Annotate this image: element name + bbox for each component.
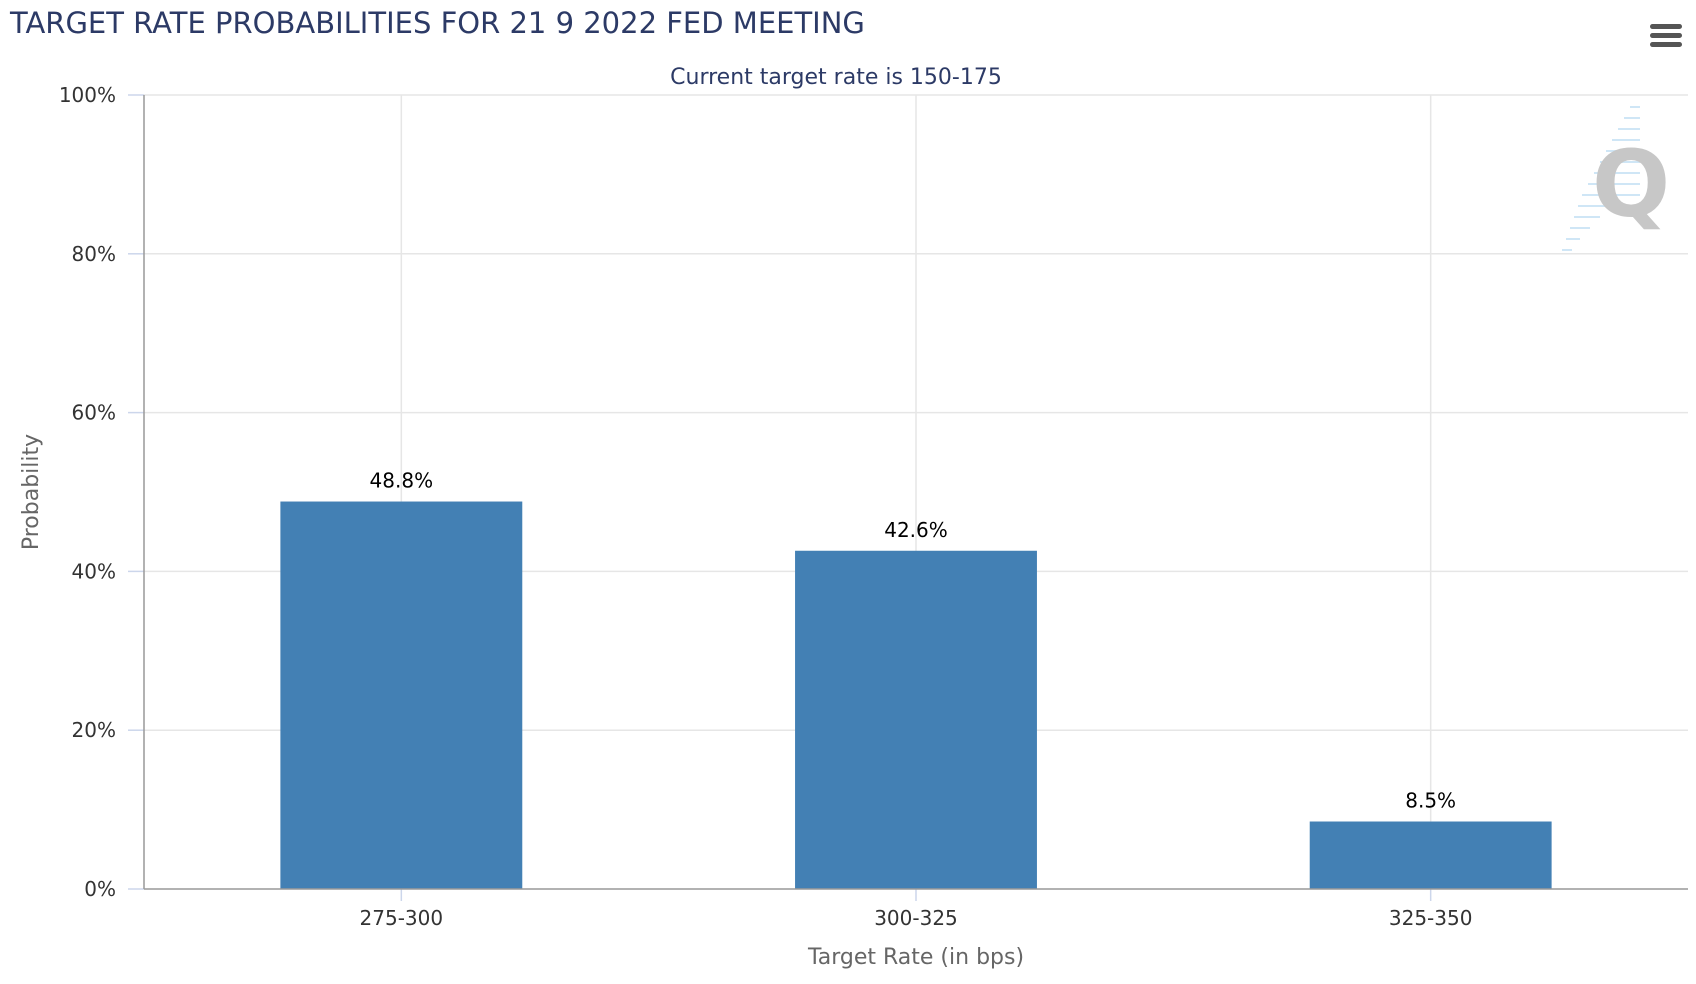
menu-line: [1650, 24, 1682, 29]
data-label: 42.6%: [884, 518, 948, 542]
quikstrike-logo-icon: Q: [1562, 106, 1670, 251]
y-tick-label: 0%: [84, 877, 116, 901]
x-tick-label: 275-300: [360, 906, 444, 930]
x-tick-label: 300-325: [874, 906, 958, 930]
menu-line: [1650, 33, 1682, 38]
y-tick-label: 40%: [72, 559, 116, 583]
x-axis-title: Target Rate (in bps): [807, 945, 1024, 970]
bar-300-325[interactable]: [795, 550, 1037, 889]
chart-title: TARGET RATE PROBABILITIES FOR 21 9 2022 …: [10, 6, 865, 40]
y-tick-label: 60%: [72, 401, 116, 425]
x-tick-label: 325-350: [1389, 906, 1473, 930]
y-tick-label: 20%: [72, 718, 116, 742]
menu-line: [1650, 42, 1682, 47]
data-label: 8.5%: [1405, 789, 1456, 813]
y-tick-label: 100%: [59, 83, 116, 107]
hamburger-menu-icon[interactable]: [1648, 22, 1684, 52]
watermark-letter: Q: [1592, 131, 1670, 238]
chart-subtitle: Current target rate is 150-175: [670, 65, 1002, 90]
y-tick-label: 80%: [72, 242, 116, 266]
data-label: 48.8%: [370, 469, 434, 493]
bar-325-350[interactable]: [1309, 821, 1552, 889]
y-axis-title: Probability: [19, 434, 44, 550]
bar-275-300[interactable]: [280, 501, 523, 889]
